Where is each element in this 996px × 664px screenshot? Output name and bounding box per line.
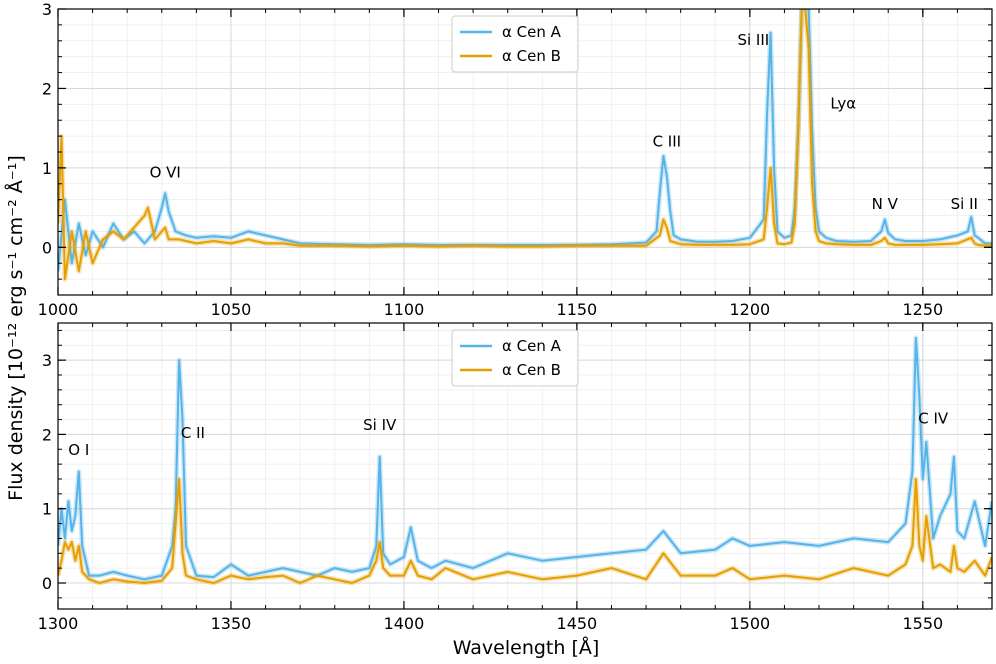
x-tick-label: 1250 bbox=[902, 300, 943, 319]
line-annotation: O VI bbox=[150, 163, 181, 181]
line-annotation: N V bbox=[872, 195, 899, 213]
x-tick-label: 1400 bbox=[384, 614, 425, 633]
x-tick-label: 1350 bbox=[211, 614, 252, 633]
y-tick-label: 0 bbox=[42, 238, 52, 257]
legend-label: α Cen A bbox=[502, 337, 562, 355]
y-tick-label: 2 bbox=[42, 79, 52, 98]
line-annotation: C IV bbox=[918, 409, 949, 427]
series-uncertainty-band bbox=[58, 476, 992, 586]
x-tick-label: 1200 bbox=[729, 300, 770, 319]
line-annotation: Si III bbox=[737, 31, 769, 49]
legend-label: α Cen A bbox=[502, 23, 562, 41]
x-tick-label: 1000 bbox=[38, 300, 79, 319]
line-annotation: C II bbox=[181, 424, 205, 442]
legend: α Cen A α Cen B bbox=[451, 329, 579, 387]
x-tick-label: 1450 bbox=[557, 614, 598, 633]
line-annotation: Si II bbox=[951, 195, 978, 213]
legend: α Cen A α Cen B bbox=[451, 15, 579, 73]
y-tick-label: 1 bbox=[42, 500, 52, 519]
line-annotation: C III bbox=[653, 132, 682, 150]
series-line bbox=[58, 336, 992, 581]
legend-box bbox=[451, 15, 579, 73]
legend-label: α Cen B bbox=[502, 47, 561, 65]
y-axis-label: Flux density [10⁻¹² erg s⁻¹ cm⁻² Å⁻¹] bbox=[4, 155, 27, 501]
legend-box bbox=[451, 329, 579, 387]
x-tick-label: 1100 bbox=[384, 300, 425, 319]
x-tick-label: 1500 bbox=[729, 614, 770, 633]
x-tick-label: 1550 bbox=[902, 614, 943, 633]
plot-frame bbox=[57, 322, 993, 610]
top-panel-fuv-spectrum: 1000 1050 1100 1150 1200 1250 0 1 2 3 O VI C III Si … bbox=[38, 0, 993, 319]
y-tick-label: 3 bbox=[42, 0, 52, 19]
bottom-panel-nuv-spectrum: 1300 1350 1400 1450 1500 1550 0 1 2 3 O I C II Si IV… bbox=[38, 322, 993, 633]
series-group bbox=[58, 9, 992, 282]
y-tick-label: 1 bbox=[42, 159, 52, 178]
series-line bbox=[58, 9, 992, 272]
series-group bbox=[58, 335, 992, 586]
series-line bbox=[58, 478, 992, 584]
line-annotation: Lyα bbox=[830, 94, 856, 112]
x-axis-label: Wavelength [Å] bbox=[453, 636, 600, 659]
x-tick-label: 1300 bbox=[38, 614, 79, 633]
series-line bbox=[58, 9, 992, 281]
x-tick-label: 1150 bbox=[557, 300, 598, 319]
y-tick-label: 2 bbox=[42, 425, 52, 444]
line-annotation: Si IV bbox=[363, 416, 397, 434]
line-annotation: O I bbox=[68, 441, 89, 459]
y-tick-label: 0 bbox=[42, 574, 52, 593]
legend-label: α Cen B bbox=[502, 361, 561, 379]
x-tick-label: 1050 bbox=[211, 300, 252, 319]
y-tick-label: 3 bbox=[42, 351, 52, 370]
